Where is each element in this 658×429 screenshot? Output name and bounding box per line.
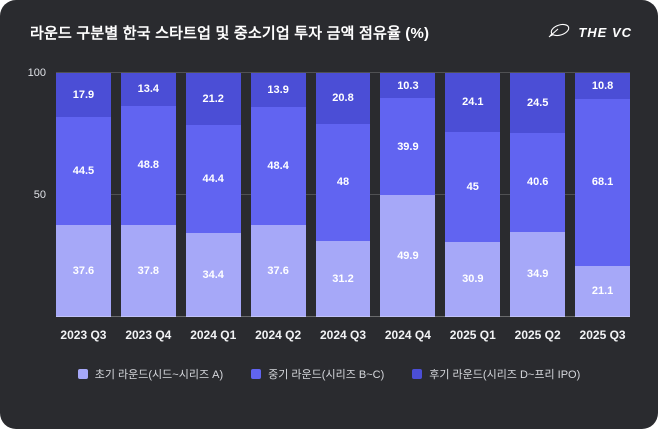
bar-value-label: 44.4 — [202, 172, 224, 185]
bar-value-label: 21.1 — [591, 285, 614, 298]
bar-2024-Q1: 34.4 44.4 21.2 — [185, 73, 241, 317]
bar-segment: 24.5 — [510, 73, 566, 133]
bar-2025-Q1: 30.9 45 24.1 — [445, 73, 501, 317]
bar-segment: 34.4 — [185, 233, 241, 317]
legend-item: 후기 라운드(시리즈 D~프리 IPO) — [412, 366, 580, 382]
x-tick-label: 2024 Q1 — [190, 328, 237, 342]
plot-area: 37.6 44.5 17.9 37.8 48.8 13.4 34.4 44.4 21.2 37.6… — [56, 72, 631, 317]
bar-segment: 44.5 — [56, 116, 111, 226]
bar-2024-Q4: 49.9 39.9 10.3 — [380, 73, 436, 317]
bar-2024-Q2: 37.6 48.4 13.9 — [250, 73, 306, 317]
bar-segment: 13.9 — [250, 73, 306, 108]
bar-segment: 20.8 — [315, 73, 371, 124]
bar-value-label: 48.8 — [137, 159, 160, 172]
bar-segment: 48.4 — [250, 107, 306, 226]
bar-segment: 21.2 — [185, 73, 241, 125]
bar-value-label: 39.9 — [397, 140, 419, 153]
bar-segment: 68.1 — [575, 99, 631, 266]
x-tick-label: 2024 Q2 — [255, 328, 302, 342]
thevc-logo-icon — [547, 20, 573, 45]
bar-value-label: 10.3 — [397, 79, 419, 92]
x-axis-labels: 2023 Q3 2023 Q4 2024 Q1 2024 Q2 2024 Q3 2024 … — [56, 317, 630, 342]
header: 라운드 구분별 한국 스타트업 및 중소기업 투자 금액 점유율 (%) THE… — [0, 0, 658, 45]
bar-value-label: 34.9 — [526, 268, 549, 281]
bar-value-label: 37.8 — [137, 264, 160, 277]
bar-segment: 17.9 — [56, 73, 111, 117]
bar-segment: 39.9 — [380, 98, 436, 196]
bar-value-label: 48 — [336, 176, 350, 189]
bar-segment: 30.9 — [445, 241, 501, 317]
bar-value-label: 13.4 — [137, 83, 160, 96]
bar-segment: 40.6 — [510, 132, 566, 232]
bar-2025-Q2: 34.9 40.6 24.5 — [510, 73, 566, 317]
bar-2024-Q3: 31.2 48 20.8 — [315, 73, 371, 317]
x-tick-label: 2025 Q3 — [579, 328, 626, 342]
legend-swatch-icon — [251, 369, 262, 379]
bar-value-label: 45 — [466, 180, 479, 193]
legend: 초기 라운드(시드~시리즈 A) 중기 라운드(시리즈 B~C) 후기 라운드(시리… — [0, 366, 658, 382]
bar-segment: 10.8 — [575, 73, 631, 100]
bar-segment: 34.9 — [510, 231, 566, 317]
bar-segment: 31.2 — [315, 240, 371, 317]
x-tick-label: 2025 Q2 — [514, 328, 561, 342]
legend-swatch-icon — [412, 369, 423, 379]
thevc-logo: THE VC — [547, 20, 632, 45]
bar-segment: 37.8 — [120, 224, 176, 317]
x-tick-label: 2023 Q3 — [60, 328, 107, 342]
y-axis: 50 100 — [24, 67, 56, 317]
bar-value-label: 44.5 — [72, 164, 95, 177]
gridline-100 — [56, 72, 630, 73]
bar-value-label: 20.8 — [332, 92, 354, 105]
legend-label: 중기 라운드(시리즈 B~C) — [268, 369, 385, 381]
bar-segment: 10.3 — [380, 73, 436, 99]
legend-label: 후기 라운드(시리즈 D~프리 IPO) — [429, 369, 581, 381]
bar-value-label: 13.9 — [267, 84, 289, 97]
bar-segment: 49.9 — [380, 195, 436, 317]
bar-2023-Q3: 37.6 44.5 17.9 — [56, 73, 111, 317]
bar-value-label: 24.1 — [462, 96, 484, 109]
x-tick-label: 2023 Q4 — [125, 328, 172, 342]
x-axis-line — [56, 316, 630, 317]
bar-segment: 48.8 — [120, 105, 176, 225]
bar-value-label: 37.6 — [72, 265, 95, 278]
bar-value-label: 37.6 — [267, 265, 289, 278]
x-tick-label: 2024 Q3 — [319, 328, 367, 342]
bar-segment: 44.4 — [185, 124, 241, 234]
y-tick-label-50: 50 — [33, 189, 46, 201]
thevc-logo-text: THE VC — [578, 25, 632, 40]
bar-segment: 24.1 — [445, 73, 501, 132]
legend-item: 중기 라운드(시리즈 B~C) — [251, 366, 384, 382]
bar-value-label: 49.9 — [397, 250, 419, 263]
bar-segment: 21.1 — [575, 265, 631, 317]
bar-value-label: 31.2 — [332, 272, 354, 285]
chart-title: 라운드 구분별 한국 스타트업 및 중소기업 투자 금액 점유율 (%) — [30, 25, 430, 42]
legend-swatch-icon — [77, 369, 88, 379]
bar-value-label: 17.9 — [72, 88, 95, 101]
bar-value-label: 10.8 — [591, 80, 614, 93]
bar-value-label: 34.4 — [202, 269, 224, 282]
bar-value-label: 24.5 — [526, 96, 549, 109]
bar-value-label: 68.1 — [591, 176, 614, 189]
legend-label: 초기 라운드(시드~시리즈 A) — [94, 369, 224, 381]
bar-value-label: 21.2 — [202, 92, 224, 105]
x-tick-label: 2025 Q1 — [449, 328, 496, 342]
y-tick-label-100: 100 — [27, 67, 46, 79]
x-tick-label: 2024 Q4 — [384, 328, 431, 342]
bar-segment: 48 — [315, 123, 371, 241]
bar-segment: 37.6 — [56, 225, 111, 317]
bar-2025-Q3: 21.1 68.1 10.8 — [575, 73, 631, 317]
bar-value-label: 40.6 — [526, 176, 549, 189]
bar-segment: 13.4 — [120, 73, 176, 106]
bar-segment: 37.6 — [250, 225, 306, 317]
bar-value-label: 30.9 — [462, 273, 484, 286]
bar-segment: 45 — [445, 131, 501, 242]
bar-2023-Q4: 37.8 48.8 13.4 — [120, 73, 176, 317]
legend-item: 초기 라운드(시드~시리즈 A) — [77, 366, 224, 382]
chart-area: 50 100 37.6 44.5 17.9 37.8 48.8 13.4 34.4 44.4 21… — [24, 67, 631, 342]
bar-value-label: 48.4 — [267, 160, 289, 173]
bars: 37.6 44.5 17.9 37.8 48.8 13.4 34.4 44.4 21.2 37.6… — [56, 73, 631, 317]
